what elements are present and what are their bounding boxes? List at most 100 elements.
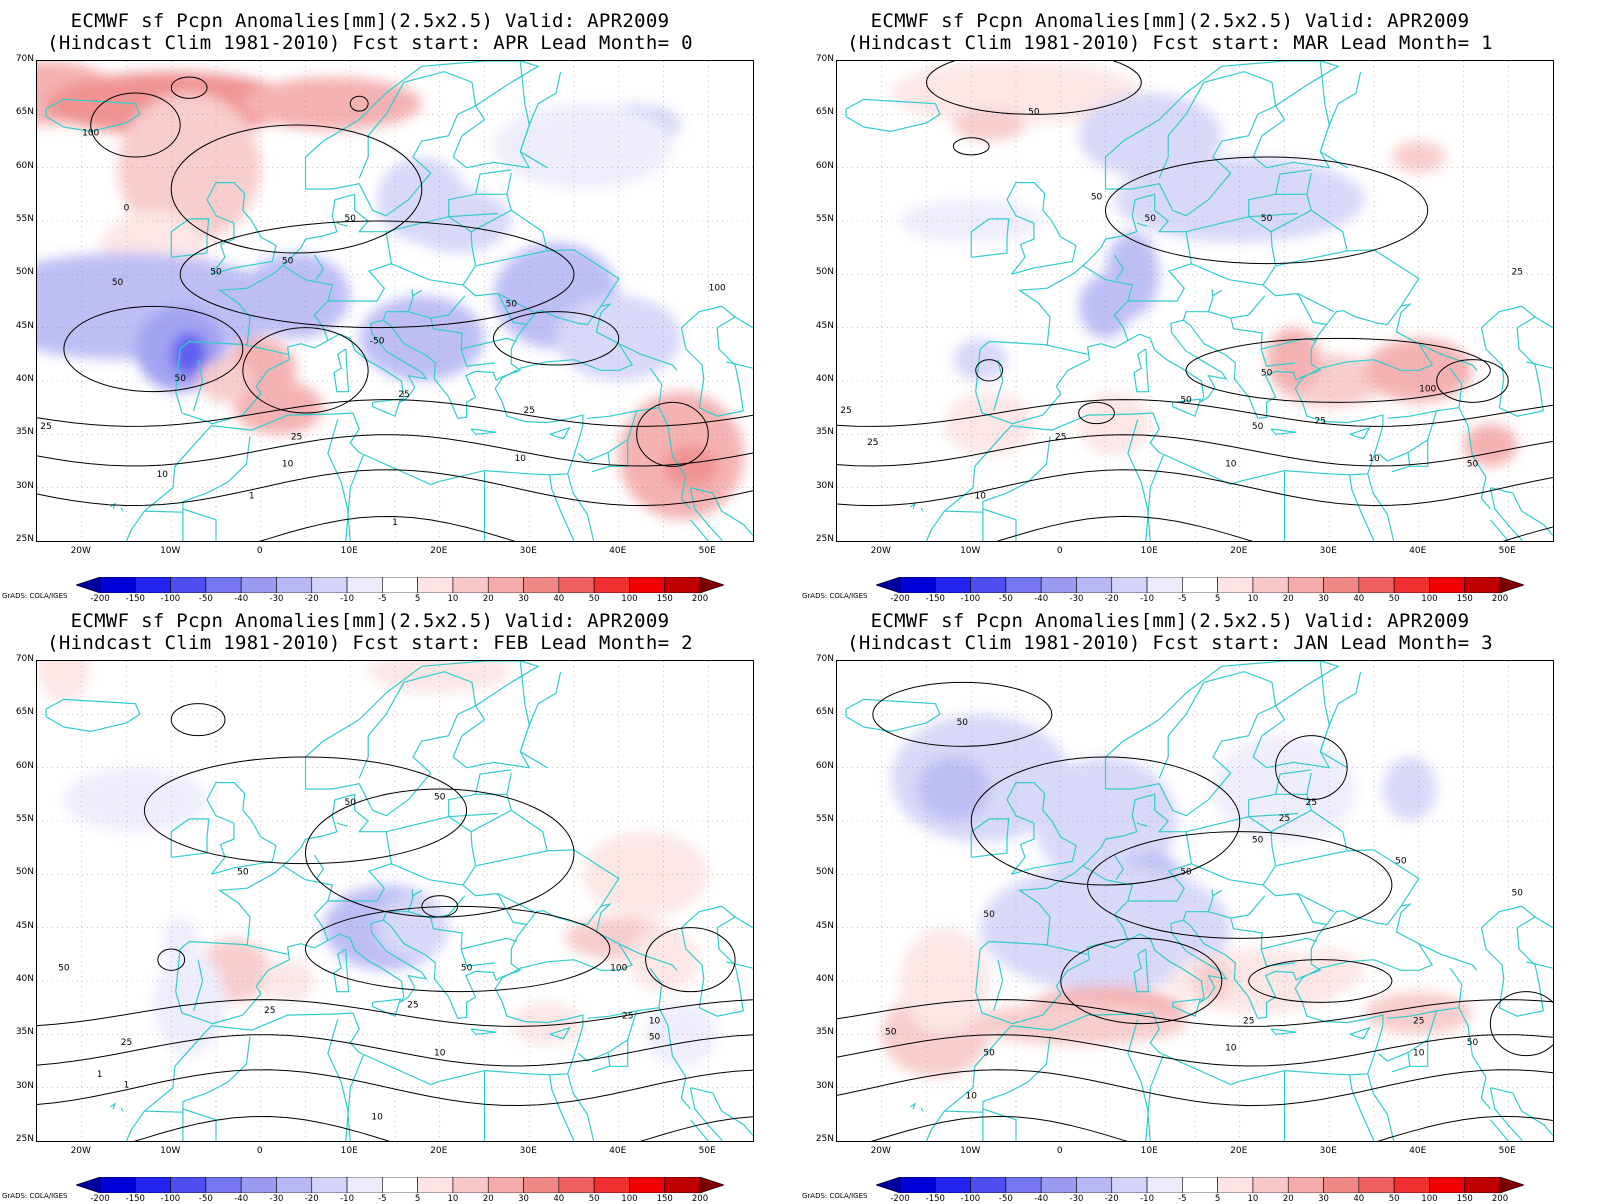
contour-line [1078, 401, 1115, 425]
coastline-segment [1319, 61, 1330, 152]
coastline-segment [193, 959, 204, 1012]
colorbar-swatch [934, 1177, 971, 1193]
coastline-segment [1449, 367, 1463, 408]
contour-label: 25 [398, 390, 409, 400]
colorbar-label: 100 [621, 594, 638, 604]
contour-line [970, 756, 1241, 886]
colorbar-label: -40 [234, 594, 249, 604]
coastline-segment [1006, 182, 1077, 275]
coastline-segment [1208, 295, 1266, 319]
contour-label: 50 [1145, 214, 1157, 224]
lat-tick-label: 70N [15, 54, 34, 64]
colorbar-label: 50 [588, 594, 600, 604]
coastline-segment [658, 407, 687, 478]
contour-label: 25 [1306, 798, 1317, 808]
colorbar-label: 10 [1247, 1194, 1259, 1204]
coastline-segment [1367, 473, 1395, 541]
anomaly-region [1266, 327, 1321, 392]
anomaly-region [493, 103, 673, 189]
colorbar-label: -50 [998, 594, 1013, 604]
coastline-segment [1525, 361, 1553, 369]
coastline-segment [443, 71, 477, 106]
contour-line [837, 434, 1553, 467]
contour-label: 50 [1091, 193, 1103, 203]
lon-tick-label: 10W [160, 1146, 181, 1156]
coastline-segment [470, 1028, 497, 1035]
coastline-segment [313, 854, 325, 881]
coastline-segment [1191, 216, 1277, 286]
contour-label: 10 [974, 491, 986, 501]
contour-label: 1 [249, 491, 255, 501]
coastline-segment [1127, 231, 1193, 302]
contour-line [1489, 991, 1553, 1057]
colorbar-swatch [452, 1177, 489, 1193]
colorbar-swatch [76, 577, 101, 593]
contour-line [996, 515, 1553, 541]
coastline-segment [618, 343, 678, 371]
contour-line [242, 327, 369, 414]
coastline-segment [345, 454, 365, 541]
contours [837, 681, 1553, 1141]
contour-line [133, 1115, 753, 1141]
colorbar-swatch [1217, 577, 1254, 593]
colorbar-swatch [629, 577, 666, 593]
coastline-segment [1136, 222, 1148, 227]
colorbar-swatch [699, 1177, 724, 1193]
coastline-segment [649, 367, 663, 408]
coastline-segment [327, 831, 393, 902]
lat-tick-label: 45N [815, 320, 834, 331]
panel-title-line2: (Hindcast Clim 1981-2010) Fcst start: JA… [847, 632, 1493, 654]
contour-line [872, 681, 1053, 747]
coastline-segment [1113, 854, 1125, 881]
coastline-segment [313, 254, 325, 281]
contour-line [143, 756, 468, 865]
colorbar-label: 150 [1456, 1194, 1473, 1204]
contour-label: 10 [282, 459, 294, 469]
colorbar-swatch [240, 577, 277, 593]
lat-tick-label: 50N [15, 867, 34, 878]
contour-label: 50 [885, 1027, 897, 1037]
colorbar-label: -100 [160, 594, 181, 604]
colorbar-swatch [1499, 1177, 1524, 1193]
colorbar-label: -5 [378, 594, 387, 604]
colorbar-label: 20 [482, 1194, 494, 1204]
colorbar-swatch [1323, 577, 1360, 593]
coastline-segment [1127, 419, 1151, 541]
colorbar-label: 150 [656, 594, 673, 604]
coastline-segment [944, 510, 984, 541]
contour-line [1436, 359, 1509, 403]
colorbar-label: 150 [656, 1194, 673, 1204]
contour-label: 50 [345, 214, 357, 224]
lat-tick-label: 35N [815, 1027, 834, 1038]
coastline-segment [1489, 1087, 1524, 1141]
coastline-segment [920, 507, 924, 512]
lat-tick-label: 65N [815, 707, 834, 718]
coastline-segment [327, 231, 393, 302]
colorbar-swatch [1323, 1177, 1360, 1193]
lat-tick-label: 35N [15, 427, 34, 438]
coastline-segment [430, 317, 496, 367]
coastline-segment [1275, 249, 1420, 307]
coastline-segment [475, 249, 620, 307]
anomaly-region [1382, 757, 1437, 821]
colorbar-label: 30 [1318, 1194, 1329, 1204]
coastline-segment [587, 1007, 660, 1019]
contour-label: 50 [1028, 107, 1040, 117]
grads-credit: GrADS: COLA/IGES [802, 1192, 868, 1200]
contour-line [837, 469, 1553, 507]
anomaly-region [359, 295, 485, 381]
contour-label: 1 [392, 518, 398, 528]
contour-label: 50 [957, 718, 969, 728]
coastline-segment [1270, 772, 1313, 833]
coastline-segment [1270, 1028, 1297, 1035]
coastline-segment [461, 937, 517, 950]
grads-credit: GrADS: COLA/IGES [2, 592, 68, 600]
contour-label: 25 [1243, 1017, 1254, 1027]
contour-label: 10 [1413, 1049, 1425, 1059]
colorbar-label: 150 [1456, 594, 1473, 604]
contour-label: 25 [407, 1001, 418, 1011]
coastline-segment [206, 182, 277, 275]
coastline-segment [110, 1102, 117, 1110]
contour-line [837, 1069, 1553, 1107]
coastline-segment [1248, 812, 1298, 818]
